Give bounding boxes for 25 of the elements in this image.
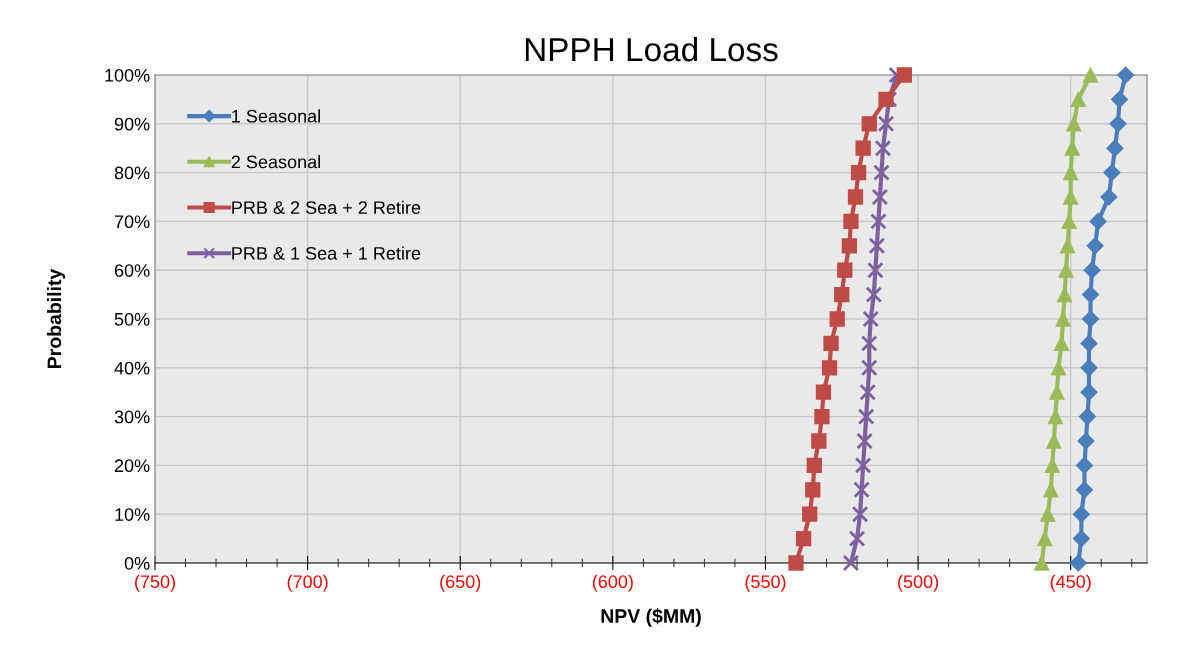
y-tick-label: 100% <box>105 68 150 82</box>
legend-label: 2 Seasonal <box>231 155 320 169</box>
chart-title: NPPH Load Loss <box>525 36 778 62</box>
y-tick-label: 10% <box>115 508 150 521</box>
x-tick-label: (650) <box>440 574 481 592</box>
y-tick-label: 70% <box>114 215 150 229</box>
x-tick-label: (750) <box>135 574 175 592</box>
y-tick-label: 50% <box>114 312 150 326</box>
x-tick-label: (600) <box>592 574 633 592</box>
x-tick-label: (550) <box>745 574 786 592</box>
legend-label: PRB & 2 Sea + 2 Retire <box>232 200 421 215</box>
x-tick-label: (700) <box>287 574 328 592</box>
y-tick-label: 0% <box>124 556 150 570</box>
y-tick-label: 80% <box>114 166 150 180</box>
y-tick-label: 60% <box>114 264 150 277</box>
x-tick-label: (450) <box>1050 574 1091 592</box>
y-tick-label: 90% <box>114 117 150 131</box>
x-axis-title: NPV ($MM) <box>601 608 701 627</box>
y-axis-title: Probability <box>46 268 66 368</box>
legend-label: PRB & 1 Sea + 1 Retire <box>232 246 421 260</box>
x-tick-label: (500) <box>898 574 939 592</box>
y-tick-label: 40% <box>114 361 150 375</box>
y-tick-label: 30% <box>114 410 150 424</box>
y-tick-label: 20% <box>114 459 150 473</box>
legend-label: 1 Seasonal <box>232 109 320 123</box>
